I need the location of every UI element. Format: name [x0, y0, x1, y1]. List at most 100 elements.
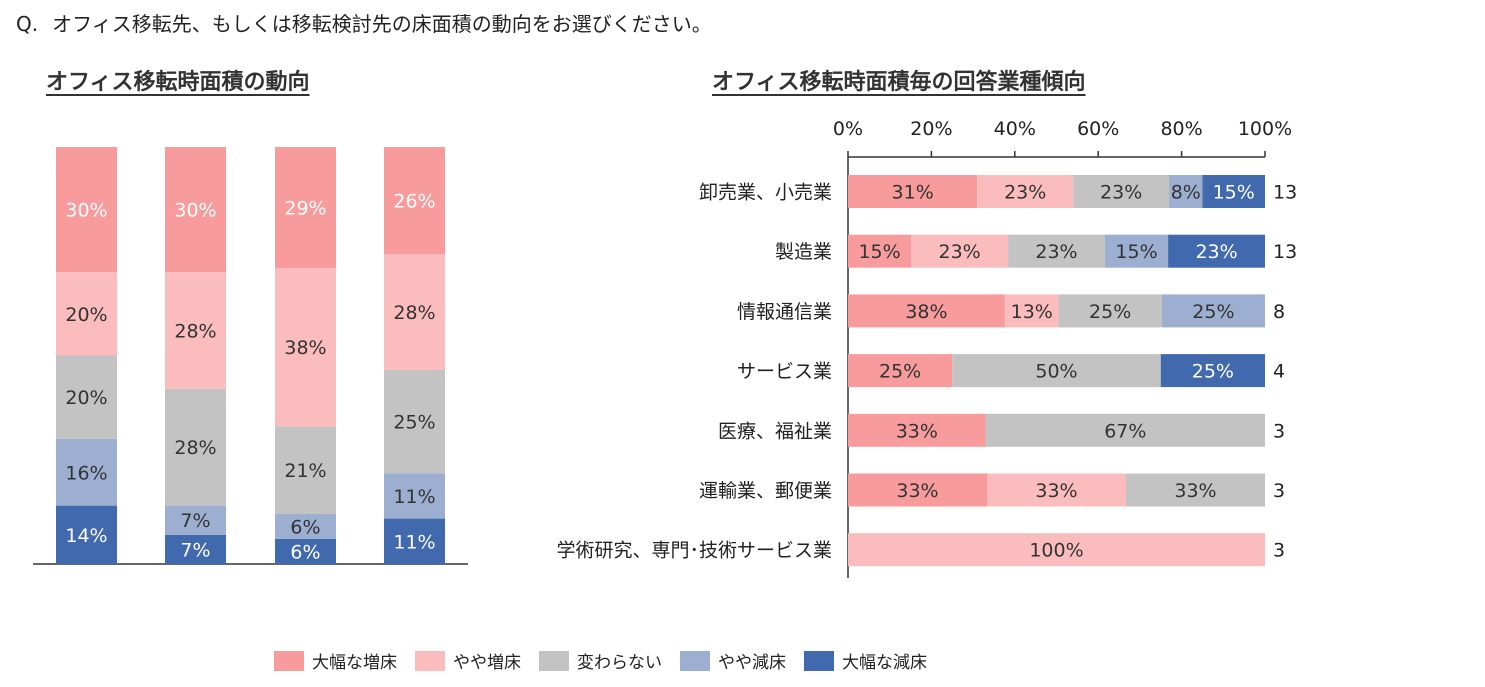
left-bar-segment	[275, 147, 336, 268]
right-bar-label: 23%	[1195, 241, 1237, 263]
right-row-count: 3	[1273, 480, 1285, 502]
left-bar-label: 6%	[290, 541, 320, 563]
left-bar-label: 25%	[393, 412, 435, 434]
legend-label: 大幅な増床	[312, 653, 397, 673]
right-bar-label: 25%	[879, 361, 921, 383]
right-bar-label: 33%	[1174, 480, 1216, 502]
legend-item: 大幅な減床	[804, 648, 927, 673]
right-category-label: 製造業	[775, 241, 832, 263]
question-prefix: Q.	[16, 12, 39, 36]
left-bar-label: 30%	[174, 200, 216, 222]
question-body: オフィス移転先、もしくは移転検討先の床面積の動向をお選びください。	[52, 12, 712, 36]
right-chart-title: オフィス移転時面積毎の回答業種傾向	[712, 70, 1086, 95]
right-bar-segment	[1169, 175, 1203, 208]
left-bar-label: 26%	[393, 191, 435, 213]
right-bar-segment	[1160, 354, 1265, 388]
left-bar-label: 6%	[290, 516, 320, 538]
right-bar-label: 100%	[1029, 540, 1083, 562]
left-bar-label: 20%	[65, 304, 107, 326]
left-bar-segment	[56, 147, 117, 273]
right-bar-segment	[848, 294, 1005, 328]
right-bar-label: 13%	[1011, 301, 1053, 323]
right-bar-label: 25%	[1192, 361, 1234, 383]
right-bar-label: 23%	[1004, 182, 1046, 204]
right-row-count: 3	[1273, 540, 1285, 562]
right-row-count: 4	[1273, 361, 1285, 383]
left-bar-segment	[165, 534, 226, 564]
right-category-label: サービス業	[737, 361, 832, 383]
left-bar-segment	[56, 505, 117, 564]
left-bar-label: 7%	[180, 510, 210, 532]
legend-swatch	[804, 650, 834, 671]
right-bar-label: 50%	[1035, 361, 1077, 383]
left-bar-label: 30%	[65, 200, 107, 222]
left-bar-label: 7%	[180, 539, 210, 561]
left-bar-segment	[275, 267, 336, 427]
right-bar-segment	[1161, 294, 1265, 328]
right-bar-segment	[1004, 294, 1059, 328]
right-bar-segment	[985, 413, 1265, 447]
left-bar-segment	[165, 388, 226, 506]
right-bar-label: 67%	[1104, 420, 1146, 442]
right-axis-tick-label: 40%	[994, 118, 1036, 140]
right-bar-segment	[911, 234, 1009, 268]
right-category-label: 卸売業、小売業	[699, 182, 832, 204]
right-bar-segment	[848, 533, 1265, 567]
left-bar-segment	[384, 147, 445, 255]
left-bar-label: 11%	[393, 531, 435, 553]
left-bar-segment	[384, 254, 445, 370]
right-bar-segment	[1126, 473, 1265, 507]
left-bar-segment	[56, 438, 117, 506]
right-row-count: 3	[1273, 420, 1285, 442]
right-bar-label: 15%	[858, 241, 900, 263]
right-bar-label: 38%	[905, 301, 947, 323]
left-bar-label: 11%	[393, 486, 435, 508]
right-bar-segment	[848, 234, 912, 268]
left-bar-label: 28%	[174, 437, 216, 459]
legend-item: やや増床	[415, 648, 521, 673]
right-bar-segment	[987, 473, 1126, 507]
left-bar-label: 38%	[284, 337, 326, 359]
right-bar-segment	[977, 175, 1074, 208]
right-row-count: 13	[1273, 182, 1297, 204]
right-axis-tick-label: 20%	[910, 118, 952, 140]
legend-item: やや減床	[680, 648, 786, 673]
right-bar-segment	[952, 354, 1161, 388]
right-bar-segment	[1008, 234, 1105, 268]
left-bar-segment	[384, 369, 445, 474]
right-bar-label: 25%	[1192, 301, 1234, 323]
legend: 大幅な増床 やや増床 変わらない やや減床 大幅な減床	[274, 648, 927, 673]
right-bar-label: 23%	[1035, 241, 1077, 263]
right-bar-label: 23%	[939, 241, 981, 263]
right-row-count: 8	[1273, 301, 1285, 323]
legend-label: やや増床	[453, 653, 521, 673]
legend-swatch	[415, 650, 445, 671]
right-bar-segment	[1073, 175, 1170, 208]
right-bar-label: 31%	[892, 182, 934, 204]
left-bar-segment	[275, 426, 336, 514]
legend-label: 変わらない	[577, 653, 662, 673]
legend-label: 大幅な減床	[842, 653, 927, 673]
right-category-label: 医療、福祉業	[718, 420, 832, 442]
right-bar-label: 15%	[1115, 241, 1157, 263]
right-bar-segment	[848, 473, 987, 507]
left-bar-segment	[165, 272, 226, 389]
legend-label: やや減床	[718, 653, 786, 673]
right-bar-label: 8%	[1171, 182, 1201, 204]
right-bar-segment	[1202, 175, 1265, 208]
right-axis-tick-label: 80%	[1160, 118, 1202, 140]
right-bar-label: 15%	[1213, 182, 1255, 204]
left-bar-label: 29%	[284, 197, 326, 219]
left-bar-segment	[275, 538, 336, 564]
left-chart-title: オフィス移転時面積の動向	[46, 70, 310, 95]
legend-swatch	[539, 650, 569, 671]
right-bar-segment	[848, 354, 953, 388]
right-bar-label: 33%	[896, 480, 938, 502]
right-category-label: 運輸業、郵便業	[699, 480, 832, 502]
left-bar-segment	[56, 272, 117, 356]
right-bar-segment	[1168, 234, 1265, 268]
left-bar-segment	[165, 147, 226, 273]
left-bar-segment	[56, 355, 117, 439]
right-bar-segment	[848, 413, 986, 447]
